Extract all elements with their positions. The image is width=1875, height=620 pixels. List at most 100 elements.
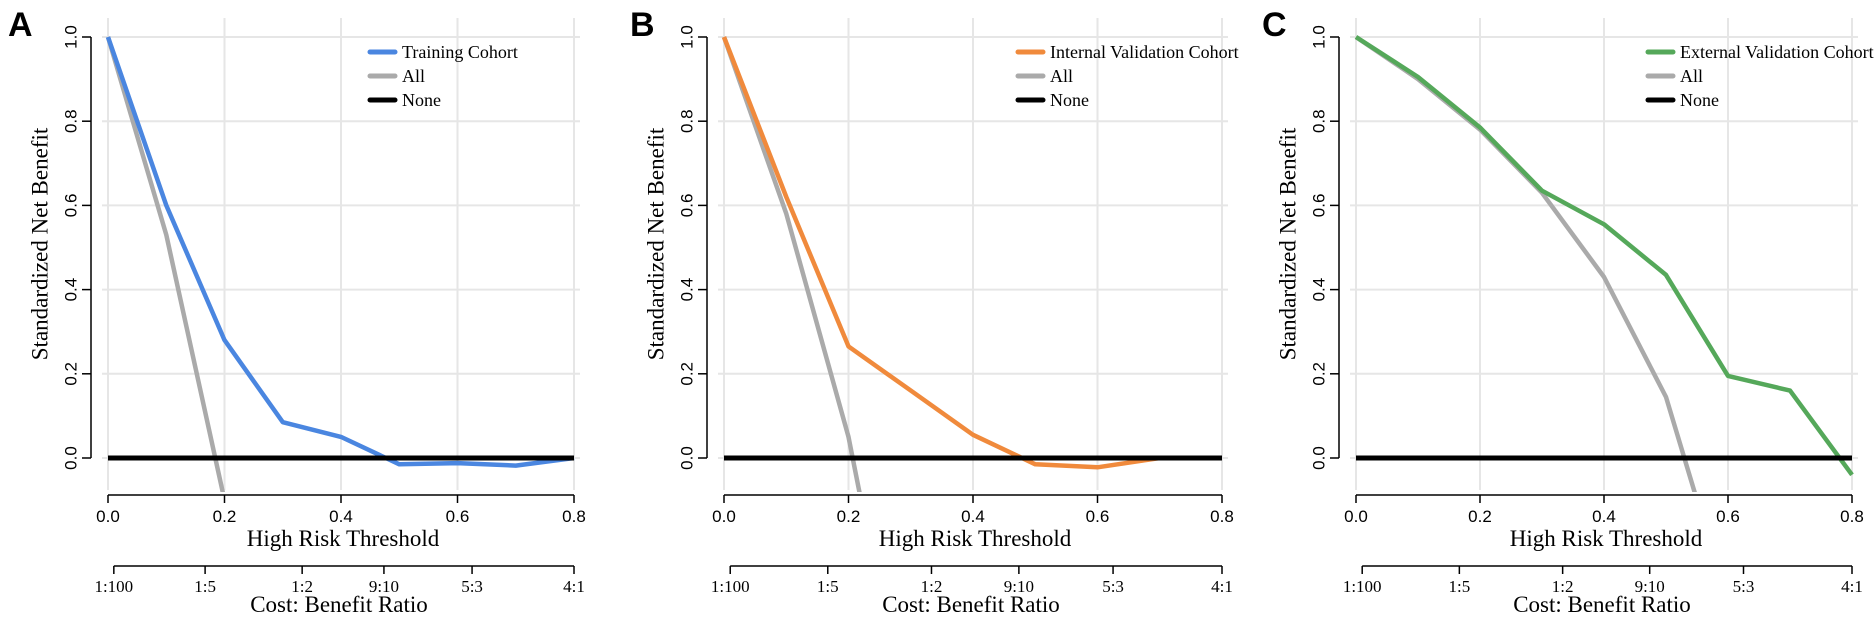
x-tick-label: 0.2 — [1468, 507, 1492, 526]
cost-benefit-tick-label: 1:2 — [1552, 577, 1574, 596]
chart-panel-C: 0.0 0.2 0.4 0.6 0.8 1.0 Standardized Net Benef… — [1262, 6, 1874, 617]
x-tick-label: 0.4 — [1592, 507, 1616, 526]
cost-benefit-tick-label: 5:3 — [461, 577, 483, 596]
series-lines — [105, 36, 575, 492]
y-tick-label: 1.0 — [1310, 25, 1329, 49]
legend: Internal Validation Cohort All None — [1015, 42, 1239, 110]
x-tick-label: 0.6 — [446, 507, 470, 526]
x-axis: 0.0 0.2 0.4 0.6 0.8 High Risk Threshold — [96, 494, 586, 551]
y-tick-label: 1.0 — [678, 25, 697, 49]
legend-label: Internal Validation Cohort — [1050, 42, 1239, 62]
y-tick-label: 0.8 — [1310, 109, 1329, 133]
y-tick-label: 0.6 — [1310, 194, 1329, 218]
x-tick-label: 0.0 — [1344, 507, 1368, 526]
legend-label: All — [402, 66, 425, 86]
series-line-training — [105, 36, 575, 468]
y-tick-label: 0.8 — [62, 109, 81, 133]
x-axis: 0.0 0.2 0.4 0.6 0.8 High Risk Threshold — [712, 494, 1234, 551]
series-lines — [721, 36, 1222, 492]
panel-label: A — [8, 6, 33, 44]
cost-benefit-tick-label: 9:10 — [1004, 577, 1034, 596]
y-axis-title: Standardized Net Benefit — [28, 127, 53, 360]
chart-panel-A: 0.0 0.2 0.4 0.6 0.8 1.0 Standardized Net Benef… — [8, 6, 586, 617]
y-tick-label: 0.6 — [62, 194, 81, 218]
y-tick-label: 0.4 — [62, 278, 81, 302]
y-tick-label: 0.2 — [678, 362, 697, 386]
cost-benefit-tick-label: 4:1 — [1211, 577, 1233, 596]
legend: External Validation Cohort All None — [1645, 42, 1874, 110]
legend: Training Cohort All None — [367, 42, 518, 110]
legend-label: Training Cohort — [402, 42, 518, 62]
cost-benefit-tick-label: 1:5 — [1448, 577, 1470, 596]
series-lines — [1354, 35, 1854, 492]
cost-benefit-tick-label: 4:1 — [1841, 577, 1863, 596]
series-line-all — [105, 36, 226, 492]
y-axis: 0.0 0.2 0.4 0.6 0.8 1.0 Standardized Net Benef… — [644, 25, 708, 470]
gridlines — [718, 18, 1228, 490]
x-axis-title: High Risk Threshold — [879, 526, 1072, 551]
x-tick-label: 0.0 — [712, 507, 736, 526]
cost-benefit-axis: 1:100 1:5 1:2 9:10 5:3 4:1 Cost: Benefit Ratio — [711, 565, 1233, 617]
y-axis: 0.0 0.2 0.4 0.6 0.8 1.0 Standardized Net Benef… — [1276, 25, 1340, 470]
panel-label: B — [630, 6, 655, 44]
cost-benefit-tick-label: 1:100 — [711, 577, 750, 596]
y-tick-label: 1.0 — [62, 25, 81, 49]
x-tick-label: 0.6 — [1086, 507, 1110, 526]
y-tick-label: 0.0 — [62, 446, 81, 470]
x-tick-label: 0.0 — [96, 507, 120, 526]
legend-label: All — [1680, 66, 1703, 86]
y-tick-label: 0.0 — [1310, 446, 1329, 470]
series-line-all — [1354, 35, 1697, 492]
cost-benefit-tick-label: 1:5 — [194, 577, 216, 596]
legend-label: External Validation Cohort — [1680, 42, 1874, 62]
x-tick-label: 0.8 — [1840, 507, 1864, 526]
cost-benefit-axis-title: Cost: Benefit Ratio — [882, 592, 1060, 615]
y-tick-label: 0.8 — [678, 109, 697, 133]
chart-panel-B: 0.0 0.2 0.4 0.6 0.8 1.0 Standardized Net Benef… — [630, 6, 1239, 617]
cost-benefit-tick-label: 5:3 — [1733, 577, 1755, 596]
cost-benefit-tick-label: 1:100 — [1343, 577, 1382, 596]
y-axis-title: Standardized Net Benefit — [1276, 127, 1301, 360]
x-tick-label: 0.8 — [1210, 507, 1234, 526]
cost-benefit-tick-label: 1:5 — [817, 577, 839, 596]
legend-label: None — [402, 90, 441, 110]
x-tick-label: 0.6 — [1716, 507, 1740, 526]
cost-benefit-tick-label: 4:1 — [563, 577, 585, 596]
series-line-all — [721, 36, 862, 492]
y-tick-label: 0.2 — [1310, 362, 1329, 386]
x-axis-title: High Risk Threshold — [1510, 526, 1703, 551]
cost-benefit-tick-label: 9:10 — [1635, 577, 1665, 596]
y-tick-label: 0.4 — [1310, 278, 1329, 302]
legend-label: None — [1680, 90, 1719, 110]
x-tick-label: 0.4 — [329, 507, 353, 526]
series-line-external — [1354, 35, 1854, 477]
y-tick-label: 0.0 — [678, 446, 697, 470]
series-line-internal — [721, 36, 1222, 470]
y-tick-label: 0.6 — [678, 194, 697, 218]
legend-label: All — [1050, 66, 1073, 86]
y-tick-label: 0.2 — [62, 362, 81, 386]
x-tick-label: 0.4 — [961, 507, 985, 526]
cost-benefit-tick-label: 1:2 — [921, 577, 943, 596]
cost-benefit-axis: 1:100 1:5 1:2 9:10 5:3 4:1 Cost: Benefit Ratio — [94, 565, 585, 617]
cost-benefit-tick-label: 1:100 — [94, 577, 133, 596]
y-axis: 0.0 0.2 0.4 0.6 0.8 1.0 Standardized Net Benef… — [28, 25, 92, 470]
legend-label: None — [1050, 90, 1089, 110]
cost-benefit-tick-label: 1:2 — [291, 577, 313, 596]
x-tick-label: 0.2 — [837, 507, 861, 526]
cost-benefit-tick-label: 5:3 — [1102, 577, 1124, 596]
x-tick-label: 0.8 — [562, 507, 586, 526]
x-axis: 0.0 0.2 0.4 0.6 0.8 High Risk Threshold — [1344, 494, 1864, 551]
y-axis-title: Standardized Net Benefit — [644, 127, 669, 360]
x-axis-title: High Risk Threshold — [247, 526, 440, 551]
cost-benefit-axis: 1:100 1:5 1:2 9:10 5:3 4:1 Cost: Benefit Ratio — [1343, 565, 1863, 617]
gridlines — [1350, 18, 1858, 490]
y-tick-label: 0.4 — [678, 278, 697, 302]
cost-benefit-tick-label: 9:10 — [369, 577, 399, 596]
panel-label: C — [1262, 6, 1287, 44]
cost-benefit-axis-title: Cost: Benefit Ratio — [250, 592, 428, 615]
x-tick-label: 0.2 — [213, 507, 237, 526]
cost-benefit-axis-title: Cost: Benefit Ratio — [1513, 592, 1691, 615]
